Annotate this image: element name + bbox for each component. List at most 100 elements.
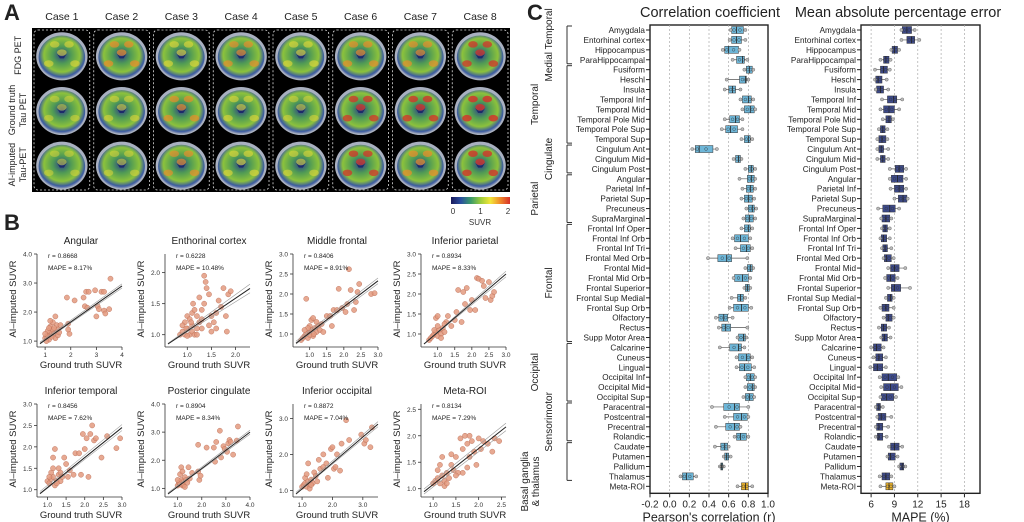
- region-label: Frontal Mid: [604, 264, 645, 273]
- outlier-point: [892, 484, 897, 489]
- data-point: [431, 327, 438, 333]
- x-tick-label: 2.0: [328, 502, 337, 509]
- outlier-point: [883, 276, 887, 280]
- box: [717, 254, 732, 262]
- sample-point: [878, 415, 882, 419]
- outlier-point: [904, 167, 908, 171]
- sample-point: [749, 216, 753, 221]
- outlier-point: [743, 28, 748, 32]
- sample-point: [735, 236, 740, 240]
- brain-slice: [215, 86, 267, 136]
- group-label-text: Medial Temporal: [544, 8, 555, 81]
- data-point: [174, 477, 181, 483]
- y-tick-label: 1.5: [151, 301, 160, 308]
- sample-point: [879, 425, 883, 429]
- sample-point: [688, 474, 692, 478]
- sample-point: [885, 306, 890, 310]
- data-point: [52, 313, 59, 320]
- x-axis-label: Ground truth SUVR: [40, 360, 123, 371]
- outlier-point: [892, 196, 897, 201]
- sample-point: [750, 187, 754, 191]
- data-point: [65, 326, 71, 333]
- region-label: Cingulum Post: [803, 165, 857, 174]
- sample-point: [885, 385, 889, 389]
- region-label: Frontal Sup Orb: [587, 304, 646, 313]
- x-tick-label: 1.5: [207, 352, 216, 359]
- sample-point: [878, 137, 883, 141]
- data-point: [346, 266, 352, 273]
- region-label: Temporal Pole Sup: [576, 125, 646, 134]
- y-tick-label: 2.5: [407, 272, 416, 279]
- region-label: Occipital Inf: [813, 373, 856, 382]
- box: [733, 413, 748, 421]
- y-axis-label: AI–imputed SUVR: [264, 410, 275, 487]
- outlier-point: [875, 137, 880, 141]
- data-point: [457, 435, 464, 442]
- outlier-point: [743, 375, 748, 380]
- data-point: [190, 300, 196, 307]
- data-point: [320, 451, 327, 458]
- outlier-point: [904, 176, 908, 181]
- case-frame: [392, 29, 449, 191]
- sample-point: [741, 484, 746, 488]
- sample-point: [746, 286, 750, 290]
- sample-point: [749, 266, 753, 270]
- sample-point: [883, 375, 887, 379]
- y-tick-label: 2.0: [279, 452, 288, 459]
- brain-slice: [275, 141, 327, 190]
- outlier-point: [887, 444, 891, 449]
- outlier-point: [751, 97, 756, 102]
- data-point: [480, 283, 487, 289]
- x-tick-label: 2.5: [484, 352, 493, 359]
- outlier-point: [880, 97, 884, 102]
- data-point: [482, 295, 489, 301]
- outlier-point: [904, 186, 908, 191]
- data-point: [113, 445, 120, 451]
- data-point: [87, 431, 94, 437]
- data-point: [78, 471, 84, 478]
- sample-point: [890, 445, 895, 449]
- outlier-point: [875, 157, 880, 161]
- sample-point: [878, 147, 882, 151]
- outlier-point: [908, 286, 912, 290]
- x-tick-label: 1.0: [183, 352, 192, 359]
- sample-point: [889, 296, 893, 300]
- sample-point: [881, 415, 886, 419]
- brain-slice: [95, 86, 148, 136]
- data-point: [448, 451, 455, 458]
- outlier-point: [731, 276, 736, 280]
- sample-point: [747, 266, 751, 270]
- region-label: Postcentral: [815, 413, 856, 422]
- brain-slice: [454, 141, 506, 190]
- outlier-point: [729, 296, 734, 300]
- sample-point: [892, 177, 897, 181]
- outlier-point: [891, 117, 895, 122]
- scatter-title: Middle frontal: [307, 236, 367, 247]
- y-axis-label: AI–imputed SUVR: [136, 410, 147, 487]
- data-point: [459, 446, 466, 452]
- data-point: [85, 474, 92, 480]
- r-value: r = 0.8904: [176, 403, 206, 410]
- region-label: Cingulum Ant: [807, 145, 856, 154]
- sample-point: [740, 355, 745, 359]
- data-point: [184, 333, 191, 339]
- sample-point: [747, 177, 751, 181]
- y-tick-label: 2.5: [279, 272, 288, 279]
- sample-point: [730, 117, 735, 121]
- outlier-point: [891, 315, 896, 320]
- mape-value: MAPE = 8.17%: [48, 265, 92, 272]
- box: [734, 234, 749, 243]
- x-tick-label: 2.0: [467, 352, 476, 359]
- region-label: Frontal Med Orb: [796, 254, 856, 263]
- x-tick-label: 1.0: [761, 499, 775, 510]
- x-axis-label: Ground truth SUVR: [40, 510, 123, 521]
- brain-slice: [215, 32, 267, 81]
- sample-point: [890, 266, 895, 270]
- x-tick-label: 9: [892, 499, 898, 510]
- outlier-point: [886, 157, 891, 161]
- x-tick-label: 2.5: [356, 352, 365, 359]
- outlier-point: [746, 405, 751, 409]
- sample-point: [682, 474, 687, 478]
- x-tick-label: 1.0: [298, 502, 307, 509]
